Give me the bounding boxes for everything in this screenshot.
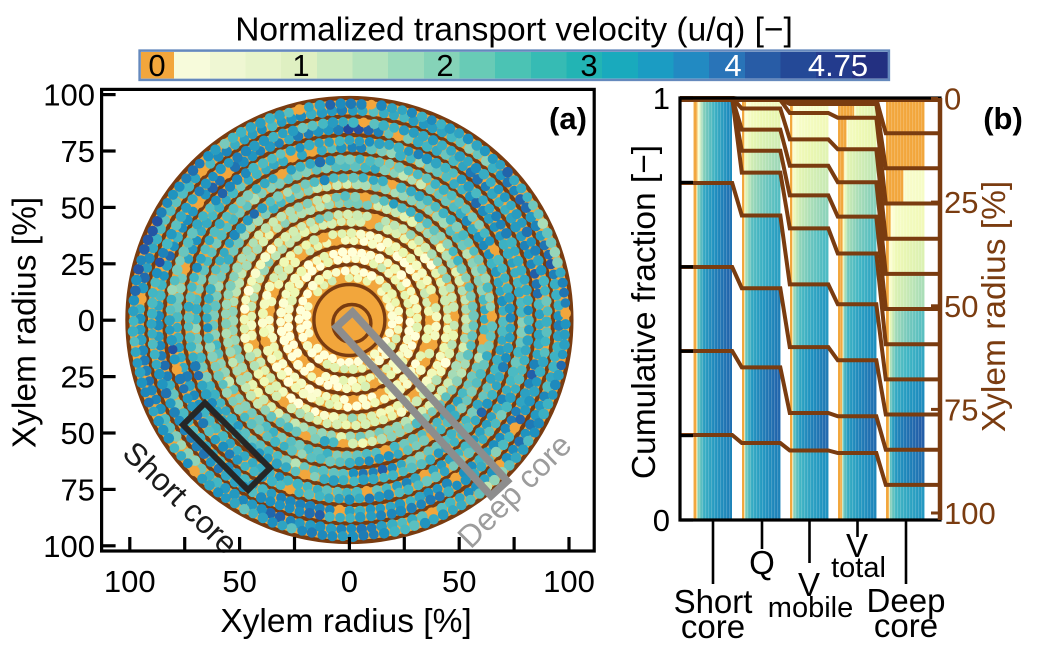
svg-text:(a): (a): [549, 101, 587, 136]
svg-text:mobile: mobile: [768, 592, 853, 624]
svg-text:75: 75: [61, 134, 95, 169]
svg-text:4.75: 4.75: [808, 48, 868, 83]
svg-text:100: 100: [543, 564, 595, 599]
svg-text:25: 25: [61, 360, 95, 395]
svg-text:100: 100: [43, 78, 95, 113]
svg-text:Q: Q: [749, 544, 775, 581]
svg-text:50: 50: [442, 564, 476, 599]
svg-text:100: 100: [104, 564, 156, 599]
svg-text:4: 4: [724, 48, 741, 83]
svg-text:50: 50: [944, 289, 978, 324]
svg-text:0: 0: [78, 303, 95, 338]
svg-text:3: 3: [580, 48, 597, 83]
svg-text:1: 1: [292, 48, 309, 83]
svg-text:Short: Short: [674, 583, 753, 620]
svg-text:0: 0: [148, 48, 165, 83]
svg-text:0: 0: [653, 503, 670, 538]
svg-text:V: V: [798, 566, 820, 603]
svg-text:50: 50: [61, 190, 95, 225]
svg-text:Xylem radius [%]: Xylem radius [%]: [7, 197, 44, 448]
svg-text:core: core: [681, 608, 745, 645]
svg-text:50: 50: [222, 564, 256, 599]
svg-text:V: V: [846, 527, 868, 564]
svg-text:total: total: [831, 552, 886, 584]
svg-text:75: 75: [944, 392, 978, 427]
svg-text:25: 25: [944, 185, 978, 220]
svg-text:Deep: Deep: [867, 582, 946, 619]
svg-text:core: core: [874, 607, 938, 644]
svg-text:Xylem radius [%]: Xylem radius [%]: [976, 181, 1013, 432]
svg-text:100: 100: [944, 496, 996, 531]
svg-text:(b): (b): [983, 101, 1023, 136]
svg-text:50: 50: [61, 416, 95, 451]
svg-text:Xylem radius [%]: Xylem radius [%]: [220, 603, 471, 640]
svg-text:2: 2: [436, 48, 453, 83]
svg-text:Cumulative fraction [−]: Cumulative fraction [−]: [626, 145, 663, 479]
svg-text:0: 0: [341, 564, 358, 599]
svg-text:25: 25: [61, 247, 95, 282]
svg-text:1: 1: [653, 81, 670, 116]
svg-text:75: 75: [61, 472, 95, 507]
svg-text:0: 0: [944, 82, 961, 117]
svg-text:Normalized transport velocity: Normalized transport velocity (u/q) [−]: [235, 12, 793, 49]
svg-text:100: 100: [43, 529, 95, 564]
